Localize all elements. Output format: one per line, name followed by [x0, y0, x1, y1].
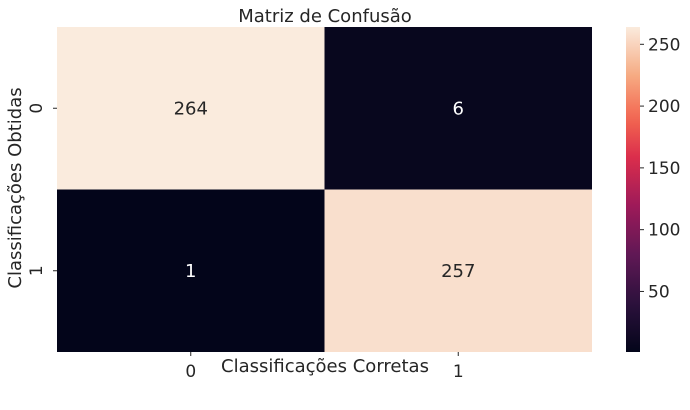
heatmap-cell — [324, 27, 592, 190]
colorbar-ticks: 50 100 150 200 250 — [640, 35, 680, 302]
cell-value-label: 257 — [441, 261, 475, 282]
colorbar-tick-label: 200 — [648, 97, 680, 117]
colorbar-tick-label: 150 — [648, 159, 680, 179]
x-tick-label: 0 — [185, 362, 196, 382]
colorbar-tick-label: 100 — [648, 221, 680, 241]
y-axis-label: Classificações Obtidas — [5, 87, 26, 288]
y-tick-labels: 01 — [27, 103, 57, 276]
heatmap-cells: 264 6 1 257 — [57, 27, 592, 352]
y-tick-label: 0 — [27, 103, 47, 114]
colorbar — [626, 27, 640, 352]
heatmap-cell — [57, 27, 325, 190]
heatmap-cell — [324, 189, 592, 352]
x-tick-label: 1 — [453, 362, 464, 382]
cell-value-label: 264 — [174, 98, 208, 119]
heatmap-cell — [57, 189, 325, 352]
cell-value-label: 6 — [453, 98, 464, 119]
chart-title: Matriz de Confusão — [238, 6, 412, 27]
x-axis-label: Classificações Corretas — [221, 356, 429, 377]
colorbar-tick-label: 250 — [648, 35, 680, 55]
y-tick-label: 1 — [27, 265, 47, 276]
cell-value-label: 1 — [185, 261, 196, 282]
colorbar-tick-label: 50 — [648, 282, 670, 302]
